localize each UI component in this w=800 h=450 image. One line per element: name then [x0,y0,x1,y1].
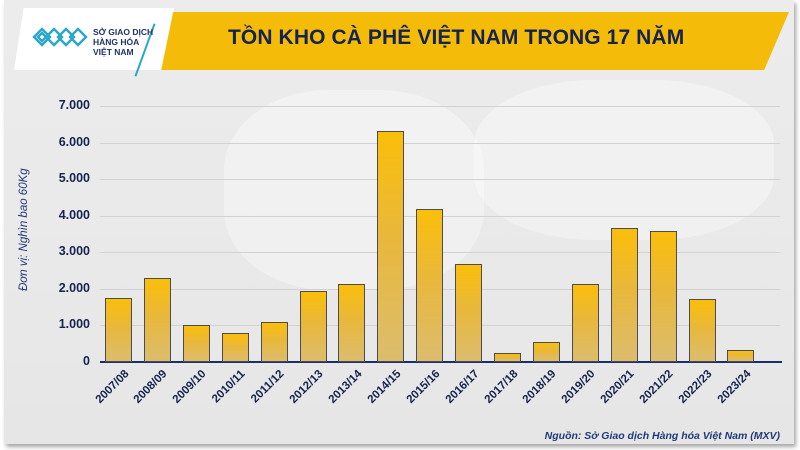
infographic-card: TỒN KHO CÀ PHÊ VIỆT NAM TRONG 17 NĂM SỞ … [4,0,794,444]
chart-title: TỒN KHO CÀ PHÊ VIỆT NAM TRONG 17 NĂM [228,26,685,49]
y-axis-label: Đơn vị: Nghìn bao 60Kg [18,168,30,291]
gridline [100,179,780,181]
bar-2011-12 [260,321,288,362]
bar-2014-15 [377,130,405,362]
bar-2016-17 [455,263,483,362]
source-note: Nguồn: Sở Giao dịch Hàng hóa Việt Nam (M… [544,430,780,442]
y-tick-label: 0 [83,354,90,368]
bar-2021-22 [649,230,677,362]
bar-2009-10 [182,325,210,362]
y-tick-label: 4.000 [58,207,90,222]
mxv-logo-icon [32,27,88,47]
bar-2023-24 [727,349,755,362]
bar-2013-14 [338,284,366,362]
bar-2008-09 [143,277,171,362]
logo-text: SỞ GIAO DỊCH HÀNG HÓA VIỆT NAM [93,27,153,57]
bar-2015-16 [416,208,444,362]
bar-2019-20 [571,284,599,362]
bar-2020-21 [610,228,638,362]
y-tick-label: 1.000 [58,317,90,332]
bar-2007-08 [105,298,132,362]
bar-2022-23 [688,299,716,362]
y-tick-label: 2.000 [58,280,90,295]
bar-2017-18 [494,352,521,362]
y-tick-label: 7.000 [58,98,90,112]
y-tick-label: 3.000 [58,244,90,259]
x-axis-line [100,361,782,363]
y-tick-label: 6.000 [58,134,90,149]
bar-2018-19 [532,341,560,362]
logo-line-2: HÀNG HÓA [93,37,140,47]
gridline [100,106,780,107]
title-banner [79,12,789,70]
bar-2012-13 [299,290,327,362]
y-tick-label: 5.000 [58,171,90,186]
logo-line-3: VIỆT NAM [93,47,134,57]
bar-2010-11 [221,332,249,362]
logo-line-1: SỞ GIAO DỊCH [93,27,154,37]
world-map-watermark [224,90,484,290]
gridline [100,142,780,144]
